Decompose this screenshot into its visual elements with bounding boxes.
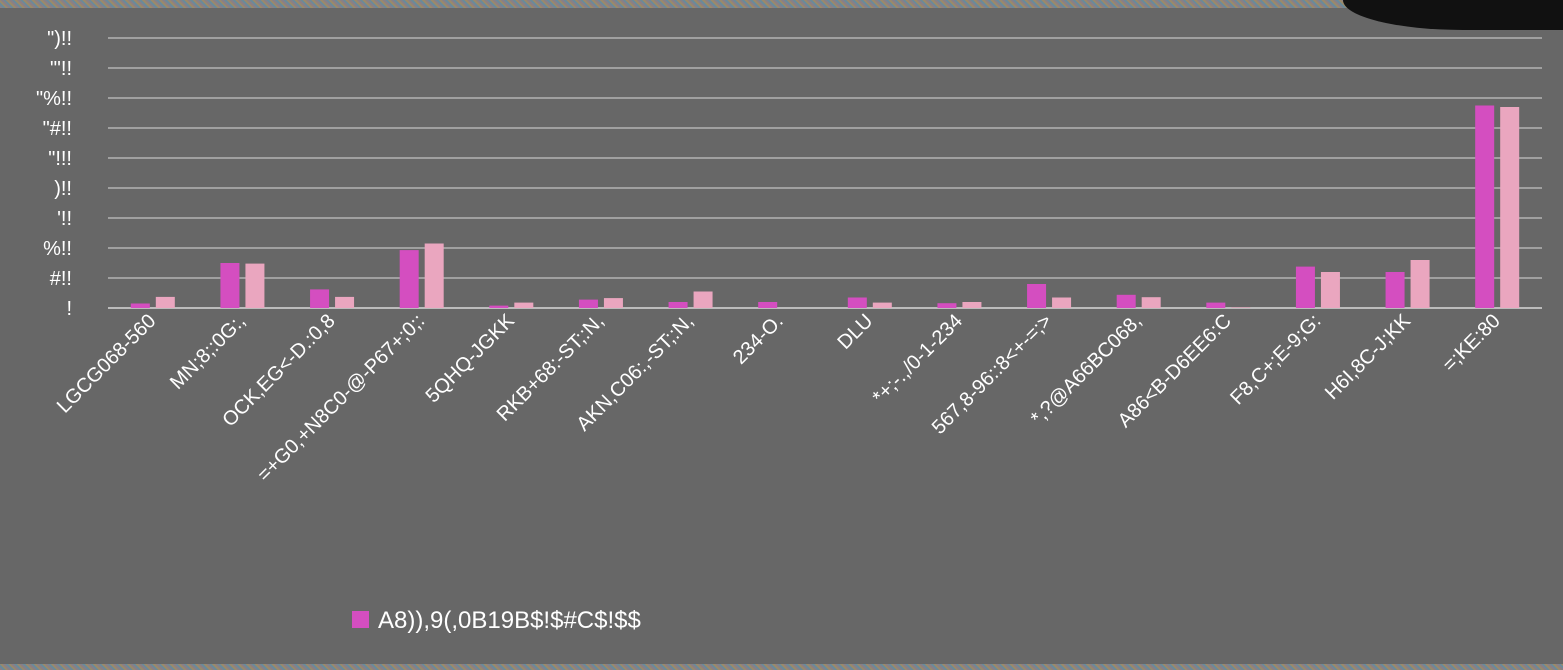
x-tick-label: LGCG068-560 bbox=[53, 310, 161, 418]
bar-series-1 bbox=[1027, 284, 1047, 308]
y-tick-label: %!! bbox=[43, 238, 72, 260]
bar-series-1 bbox=[130, 303, 150, 308]
x-axis-labels: LGCG068-560 MN;8;:0G:,OCK,EG<-D.:0,8=+G0,… bbox=[53, 310, 1505, 487]
bar-series-1 bbox=[1475, 105, 1495, 308]
bar-series-1 bbox=[1385, 272, 1405, 308]
x-tick-label: *+;-.,/0-1-234 bbox=[868, 310, 966, 408]
y-axis-ticks: ! #!!%!! '!!)!! "!!! "#!! "%!! "'!! ")!! bbox=[36, 28, 72, 320]
x-tick-label: 5QHQ-JGKK bbox=[422, 310, 520, 408]
bar-series-2 bbox=[1231, 307, 1251, 308]
x-tick-label: MN;8;:0G:, bbox=[166, 310, 250, 394]
x-tick-label: F8,C+;E-9;G: bbox=[1226, 310, 1325, 409]
bar-series-2 bbox=[693, 291, 713, 308]
bar-series-1 bbox=[847, 297, 867, 308]
bar-series-1 bbox=[399, 250, 419, 308]
bar-series-1 bbox=[578, 299, 598, 308]
bar-series-1 bbox=[937, 303, 957, 308]
bar-series-2 bbox=[1320, 272, 1340, 308]
bars bbox=[130, 105, 1520, 308]
y-tick-label: '!! bbox=[57, 208, 72, 230]
x-tick-label: H6I,8C-J;KK bbox=[1321, 310, 1416, 405]
y-tick-label: "#!! bbox=[43, 118, 72, 140]
bar-series-2 bbox=[335, 296, 355, 308]
bar-series-2 bbox=[155, 296, 175, 308]
bar-series-1 bbox=[758, 302, 778, 308]
y-tick-label: "%!! bbox=[36, 88, 72, 110]
x-tick-label: 234-O. bbox=[729, 310, 788, 369]
bar-series-1 bbox=[310, 289, 330, 308]
y-tick-label: "!!! bbox=[48, 148, 72, 170]
gridlines bbox=[108, 37, 1542, 309]
y-tick-label: )!! bbox=[54, 178, 72, 200]
x-tick-label: DLU bbox=[833, 310, 877, 354]
bar-series-2 bbox=[603, 298, 623, 308]
bar-series-1 bbox=[220, 263, 240, 308]
bar-series-2 bbox=[1500, 107, 1520, 308]
legend-label: A8)),9(,0B19B$!$#C$!$$ bbox=[378, 607, 641, 634]
x-tick-label: =;KE:80 bbox=[1438, 310, 1504, 376]
bar-series-2 bbox=[1410, 260, 1430, 308]
bar-series-1 bbox=[1116, 294, 1136, 308]
y-tick-label: ! bbox=[66, 298, 72, 320]
bar-series-1 bbox=[1206, 302, 1226, 308]
x-tick-label: =+G0,+N8C0-@-P67+;0;: bbox=[253, 310, 429, 486]
bar-series-1 bbox=[668, 302, 688, 308]
bar-series-2 bbox=[245, 263, 265, 308]
chart-panel bbox=[0, 8, 1563, 664]
bar-series-1 bbox=[1295, 266, 1315, 308]
bar-series-2 bbox=[872, 302, 892, 308]
y-tick-label: ")!! bbox=[47, 28, 72, 50]
y-tick-label: "'!! bbox=[50, 58, 72, 80]
bar-series-1 bbox=[489, 305, 509, 308]
legend: A8)),9(,0B19B$!$#C$!$$ bbox=[352, 607, 641, 634]
y-tick-label: #!! bbox=[50, 268, 72, 290]
bar-series-2 bbox=[1052, 297, 1072, 308]
bar-series-2 bbox=[1141, 297, 1161, 308]
legend-swatch bbox=[352, 611, 369, 628]
bar-series-2 bbox=[514, 302, 534, 308]
bar-series-2 bbox=[424, 243, 444, 308]
bar-series-2 bbox=[962, 302, 982, 308]
